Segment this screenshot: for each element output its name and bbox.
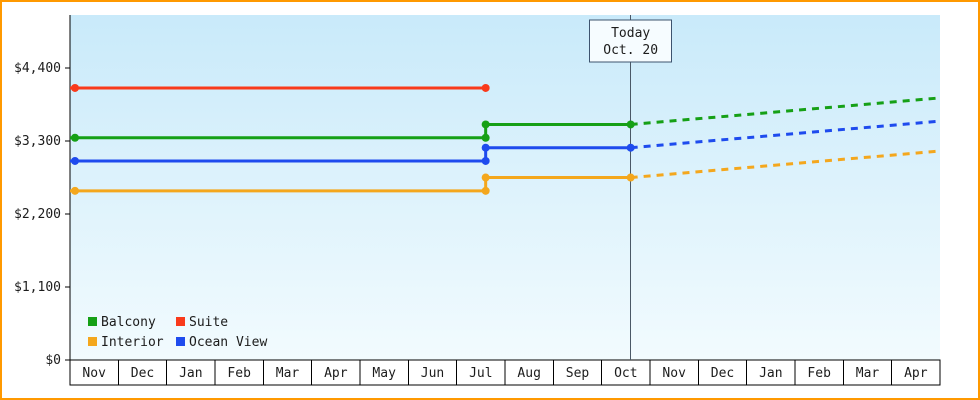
- data-point-ocean-view: [481, 156, 490, 165]
- x-axis-month-label: May: [372, 366, 396, 381]
- data-point-suite: [481, 83, 490, 92]
- x-axis-month-label: Dec: [131, 366, 154, 381]
- x-axis-month-cell: [794, 359, 844, 386]
- today-label-line: Oct. 20: [603, 43, 658, 58]
- x-axis-month-label: Jun: [421, 366, 444, 381]
- data-point-ocean-view: [481, 143, 490, 152]
- x-axis-month-label: Apr: [324, 366, 348, 381]
- x-axis-month-label: Aug: [517, 366, 540, 381]
- x-axis-month-cell: [456, 359, 506, 386]
- x-axis-month-label: Mar: [276, 366, 300, 381]
- legend-swatch-interior: [88, 337, 97, 346]
- x-axis-month-label: Apr: [904, 366, 928, 381]
- series-line-interior: [70, 176, 631, 193]
- x-axis-month-cell: [117, 359, 168, 386]
- legend-swatch-ocean-view: [176, 337, 185, 346]
- x-axis-month-cell: [891, 359, 941, 386]
- x-axis-month-cell: [214, 359, 264, 386]
- today-label-line: Today: [611, 26, 650, 41]
- x-axis-month-cell: [842, 359, 893, 386]
- x-axis-month-label: Feb: [227, 366, 251, 381]
- legend-swatch-suite: [176, 317, 185, 326]
- data-point-balcony: [481, 120, 490, 129]
- data-point-balcony: [481, 133, 490, 142]
- today-label-box: [589, 19, 673, 63]
- data-point-interior: [626, 173, 635, 182]
- legend-label-interior: Interior: [101, 335, 164, 350]
- y-axis-label: $4,400: [14, 61, 61, 76]
- x-axis-month-label: Mar: [856, 366, 880, 381]
- y-axis-label: $3,300: [14, 134, 61, 149]
- x-axis-month-label: Sep: [566, 366, 590, 381]
- data-point-suite: [71, 83, 79, 92]
- x-axis-month-cell: [166, 359, 216, 386]
- x-axis-month-cell: [262, 359, 313, 386]
- data-point-interior: [481, 186, 490, 195]
- x-axis-month-label: Dec: [711, 366, 734, 381]
- data-point-interior: [481, 173, 490, 182]
- y-axis-label: $0: [45, 353, 61, 368]
- data-point-ocean-view: [71, 156, 79, 165]
- data-point-balcony: [71, 133, 79, 142]
- x-axis-month-label: Nov: [662, 366, 686, 381]
- legend-label-suite: Suite: [189, 315, 228, 330]
- legend-label-ocean-view: Ocean View: [189, 335, 267, 350]
- x-axis-month-cell: [649, 359, 699, 386]
- x-axis-month-cell: [697, 359, 748, 386]
- plot-background: [70, 15, 940, 360]
- x-axis-month-label: Nov: [82, 366, 106, 381]
- x-axis-month-label: Feb: [807, 366, 831, 381]
- x-axis-month-label: Jan: [179, 366, 202, 381]
- y-axis-label: $1,100: [14, 280, 61, 295]
- x-axis-month-label: Oct: [614, 366, 637, 381]
- x-axis-month-cell: [69, 359, 119, 386]
- x-axis-month-cell: [552, 359, 603, 386]
- x-axis-month-label: Jul: [469, 366, 492, 381]
- series-line-balcony: [70, 122, 631, 140]
- legend-label-balcony: Balcony: [101, 315, 156, 330]
- data-point-interior: [71, 186, 79, 195]
- legend-swatch-balcony: [88, 317, 97, 326]
- series-line-ocean-view: [70, 146, 631, 163]
- data-point-balcony: [626, 120, 635, 129]
- x-axis-month-cell: [311, 359, 361, 386]
- y-axis-label: $2,200: [14, 207, 61, 222]
- data-point-ocean-view: [626, 143, 635, 152]
- x-axis-month-label: Jan: [759, 366, 782, 381]
